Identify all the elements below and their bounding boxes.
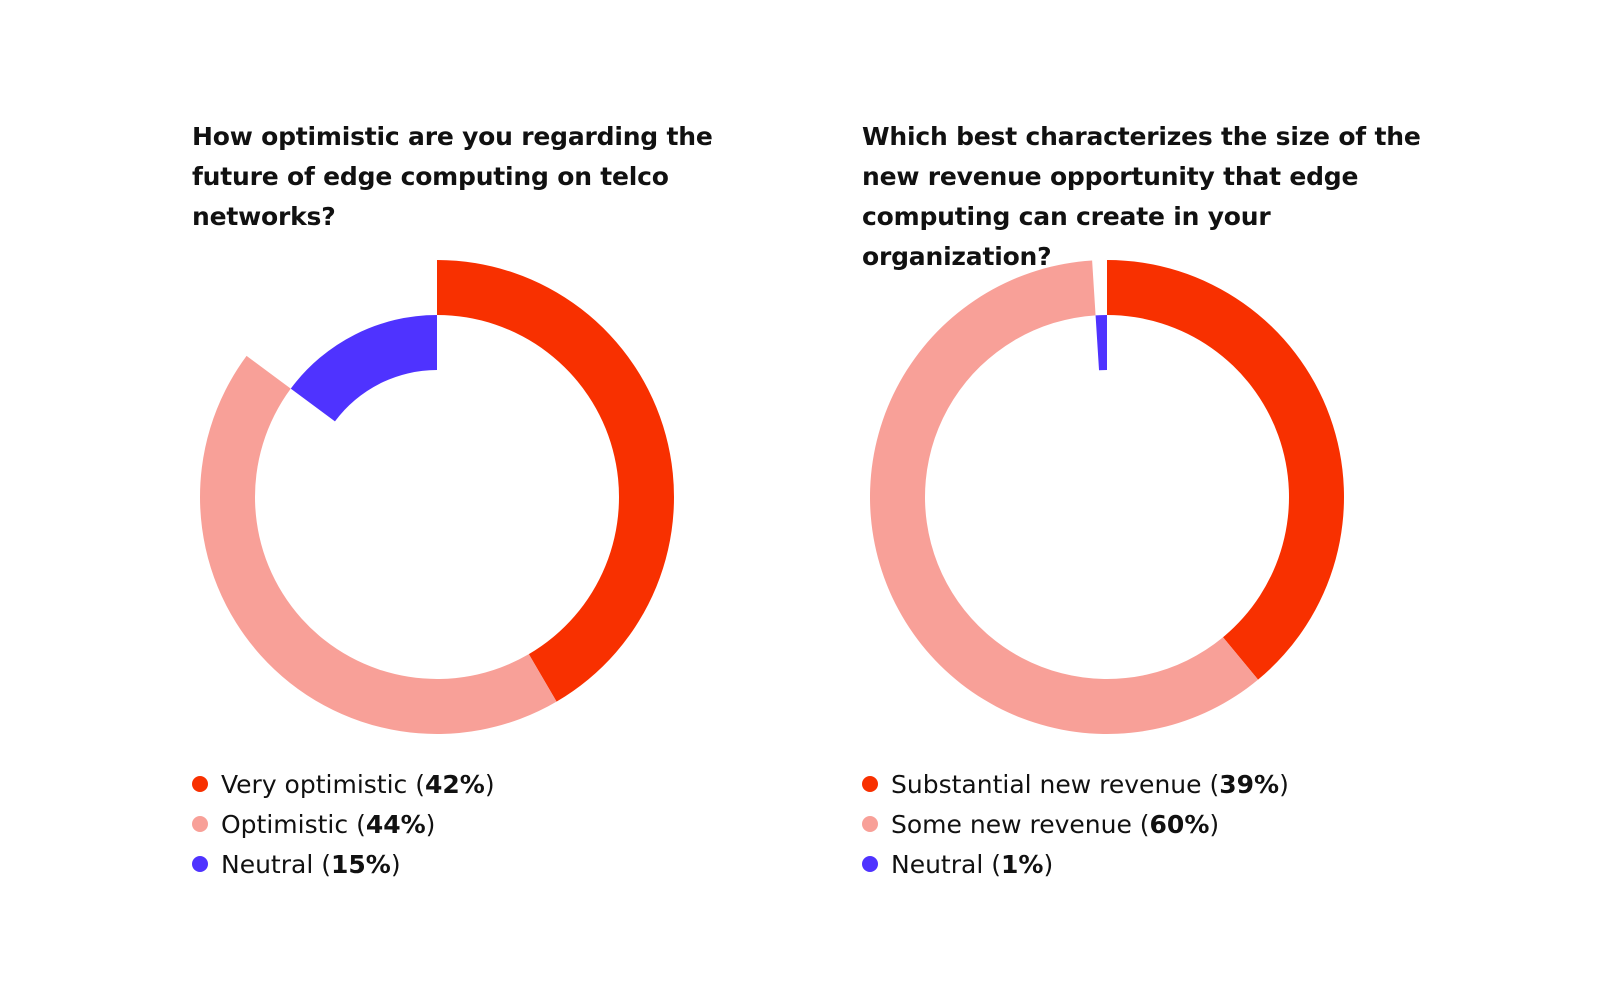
legend-label: Optimistic (44%): [221, 809, 436, 839]
legend-item: Optimistic (44%): [192, 804, 495, 844]
legend-item: Substantial new revenue (39%): [862, 764, 1289, 804]
legend-item: Some new revenue (60%): [862, 804, 1289, 844]
legend-swatch: [192, 856, 208, 872]
legend-swatch: [862, 856, 878, 872]
chart-title: How optimistic are you regarding the fut…: [192, 122, 713, 231]
legend-item: Very optimistic (42%): [192, 764, 495, 804]
legend-swatch: [862, 816, 878, 832]
chart-title: Which best characterizes the size of the…: [862, 122, 1421, 271]
legend-swatch: [862, 776, 878, 792]
donut-chart-revenue: [869, 260, 1344, 734]
donut-slice-some-new-revenue: [869, 260, 1259, 734]
donut-slice-substantial-new-revenue: [1107, 260, 1344, 680]
legend-item: Neutral (1%): [862, 844, 1289, 884]
chart-panel-optimism: How optimistic are you regarding the fut…: [192, 0, 812, 986]
legend-item: Neutral (15%): [192, 844, 495, 884]
legend-label: Very optimistic (42%): [221, 769, 495, 799]
legend-swatch: [192, 816, 208, 832]
donut-slice-very-optimistic: [437, 260, 674, 702]
donut-slice-neutral: [1095, 315, 1107, 371]
legend-label: Neutral (1%): [891, 849, 1054, 879]
chart-panel-revenue: Which best characterizes the size of the…: [862, 0, 1482, 986]
donut-slice-optimistic: [200, 355, 557, 734]
legend-label: Neutral (15%): [221, 849, 401, 879]
legend-swatch: [192, 776, 208, 792]
legend: Very optimistic (42%) Optimistic (44%) N…: [192, 764, 495, 884]
legend-label: Substantial new revenue (39%): [891, 769, 1289, 799]
legend: Substantial new revenue (39%) Some new r…: [862, 764, 1289, 884]
donut-chart-optimism: [200, 260, 674, 734]
legend-label: Some new revenue (60%): [891, 809, 1220, 839]
donut-slice-neutral: [290, 315, 437, 422]
